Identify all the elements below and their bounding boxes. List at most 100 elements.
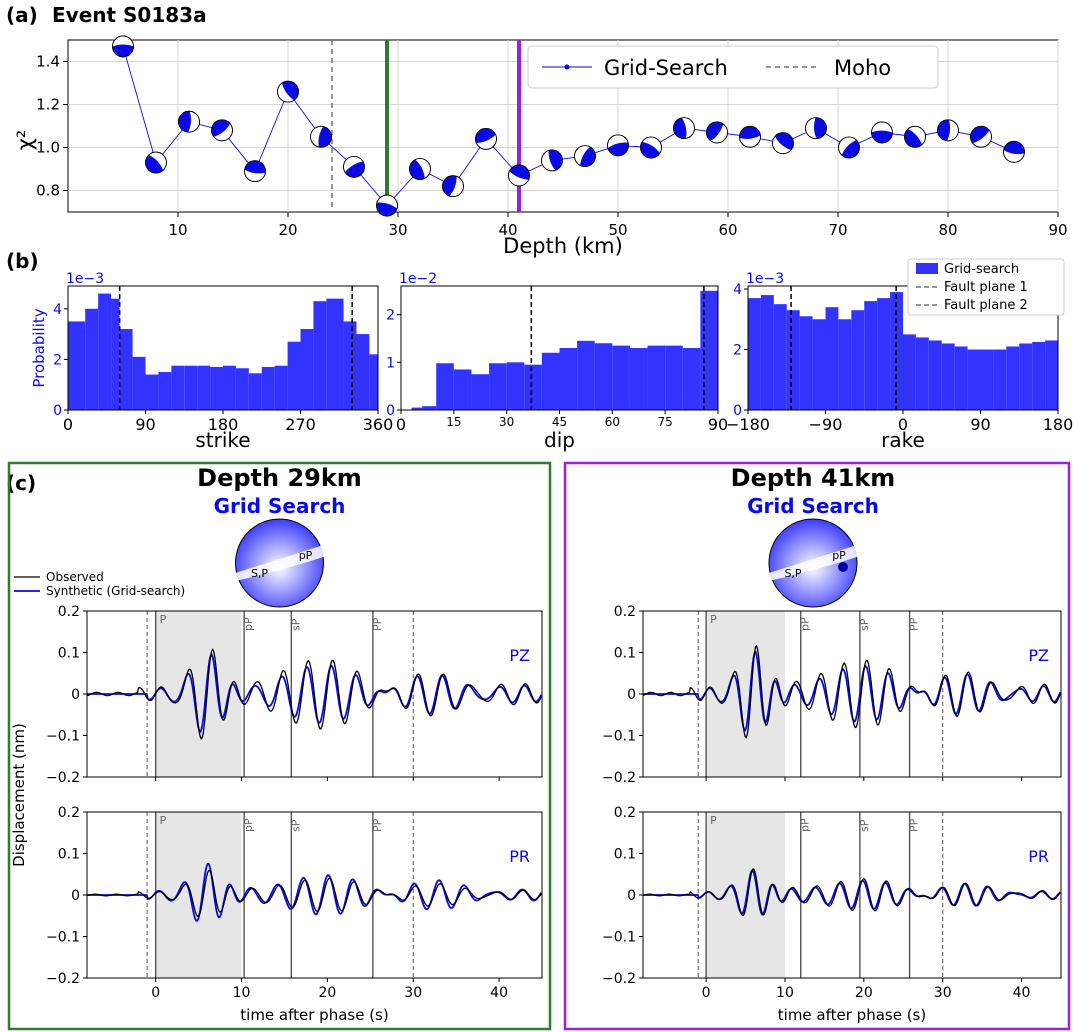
waveforms-29km-nodal-band <box>235 545 324 581</box>
strike-hist-xlabel: strike <box>195 428 250 452</box>
strike-hist-bar <box>98 293 112 410</box>
misfit-beachball-marker <box>178 110 200 133</box>
waveforms-29km-ytick-label: 0.1 <box>58 646 80 662</box>
waveforms-29km-ball-label-sp: S,P <box>251 567 268 580</box>
misfit-beachball-marker <box>244 160 266 183</box>
beachball-quadrant <box>112 44 134 57</box>
beachball-quadrant <box>318 126 332 148</box>
waveforms-41km-phase-label: sP <box>858 819 871 832</box>
waveforms-29km-phase-label: PP <box>371 617 384 631</box>
beachball-quadrant <box>509 164 530 180</box>
rake-hist-bar <box>851 310 865 410</box>
misfit-xtick-label: 80 <box>938 221 957 239</box>
beachball-outline <box>475 127 497 150</box>
waveforms-41km-ytick-label: −0.1 <box>602 930 636 946</box>
misfit-legend-box <box>527 45 939 89</box>
strike-hist-bar <box>223 365 236 410</box>
beachball-outline <box>640 136 662 159</box>
rake-hist-bar <box>748 298 761 410</box>
beachball-outline <box>904 125 926 148</box>
misfit-beachball-marker <box>904 125 926 148</box>
waveforms-29km-fit-window <box>155 611 242 777</box>
strike-hist-ytick-label: 2 <box>53 352 62 368</box>
rake-hist-xtick-label: −90 <box>809 415 843 434</box>
waveforms-41km-subtitle: Grid Search <box>747 494 879 518</box>
misfit-beachball-marker <box>739 125 761 148</box>
misfit-beachball-marker <box>871 121 893 144</box>
rake-hist-xtick-label: 90 <box>970 415 990 434</box>
waveforms-29km-ytick-label: −0.1 <box>46 729 80 745</box>
beachball-quadrant <box>409 159 425 180</box>
beachball-outline <box>805 117 827 140</box>
dip-hist-bar <box>700 290 718 410</box>
legend-synthetic-label: Synthetic (Grid-search) <box>46 584 185 598</box>
waveforms-41km-ytick-label: −0.1 <box>602 729 636 745</box>
strike-hist-bar <box>343 321 357 410</box>
waveforms-29km-phase-label: P <box>160 613 167 626</box>
misfit-beachball-marker <box>640 136 662 159</box>
waveforms-41km-nodal-band <box>769 545 857 581</box>
waveforms-41km-ball-hotspot <box>838 562 848 572</box>
beachball-outline <box>508 164 530 187</box>
strike-hist-bar <box>111 298 120 410</box>
beachball-outline <box>244 160 266 183</box>
beachball-quadrant <box>344 161 365 178</box>
strike-hist-bar <box>85 308 99 410</box>
waveforms-41km-title: Depth 41km <box>731 464 896 492</box>
waveforms-29km-ytick-label: 0.2 <box>58 604 80 620</box>
rake-hist-bar <box>954 346 968 410</box>
rake-hist-bar <box>1019 343 1033 410</box>
strike-hist-bar <box>326 298 344 410</box>
beachball-outline <box>178 110 200 133</box>
misfit-beachball-marker <box>310 125 332 148</box>
strike-hist-xtick-label: 180 <box>208 415 239 434</box>
misfit-beachball-marker <box>1003 140 1025 163</box>
beachball-quadrant <box>640 141 660 158</box>
waveforms-29km-phase-label: PP <box>371 818 384 832</box>
legend-grid-search-dot <box>564 64 570 70</box>
rake-hist-bar <box>812 319 826 410</box>
waveforms-41km-ytick-label: 0.1 <box>614 646 636 662</box>
strike-hist-bar <box>158 372 172 410</box>
misfit-beachball-marker <box>112 35 134 58</box>
dip-hist-xtick-label: 75 <box>658 415 673 429</box>
waveforms-29km-phase-label: pP <box>242 818 255 832</box>
rake-hist-bar <box>915 337 929 410</box>
beachball-quadrant <box>475 128 496 144</box>
dip-hist-bar <box>411 407 423 410</box>
beachball-quadrant <box>774 132 794 150</box>
waveforms-41km-phase-label: P <box>710 613 717 626</box>
beachball-quadrant <box>871 130 893 143</box>
panel-c-label: (c) <box>6 471 36 495</box>
beachball-outline <box>442 175 464 198</box>
dip-hist-scale-label: 1e−2 <box>399 271 437 287</box>
beachball-quadrant <box>1003 141 1025 155</box>
misfit-beachball-marker <box>772 132 794 155</box>
misfit-ytick-label: 1.2 <box>36 96 60 114</box>
legend-fault-plane-2-label: Fault plane 2 <box>944 298 1028 313</box>
misfit-beachball-marker <box>937 119 959 142</box>
legend-moho-label: Moho <box>834 56 891 80</box>
misfit-ylabel: χ² <box>13 130 37 151</box>
waveforms-29km-ytick-label: −0.2 <box>46 770 80 786</box>
waveforms-29km-observed-trace <box>86 648 542 741</box>
waveforms-41km-observed-trace <box>642 868 1061 917</box>
waveforms-29km-observed-trace <box>86 869 542 918</box>
strike-hist-bar <box>248 373 262 410</box>
strike-hist-xtick-label: 360 <box>363 415 394 434</box>
rake-hist-bar <box>1045 340 1058 410</box>
waveforms-41km-xlabel: time after phase (s) <box>778 1006 926 1024</box>
waveforms-29km-ytick-label: −0.2 <box>46 971 80 987</box>
dip-hist-bar <box>647 345 666 410</box>
rake-hist-ytick-label: 4 <box>733 282 742 298</box>
rake-hist-bar <box>993 349 1007 410</box>
misfit-xtick-label: 20 <box>278 221 297 239</box>
waveforms-29km-ytick-label: 0.2 <box>58 805 80 821</box>
waveforms-41km-phase-label: pP <box>799 617 812 631</box>
beachball-outline <box>871 121 893 144</box>
strike-hist-xtick-label: 0 <box>63 415 73 434</box>
legend-grid-search-swatch <box>916 263 938 274</box>
strike-hist-bar <box>300 329 314 410</box>
strike-hist-ytick-label: 0 <box>53 403 62 419</box>
beachball-outline <box>343 155 365 178</box>
